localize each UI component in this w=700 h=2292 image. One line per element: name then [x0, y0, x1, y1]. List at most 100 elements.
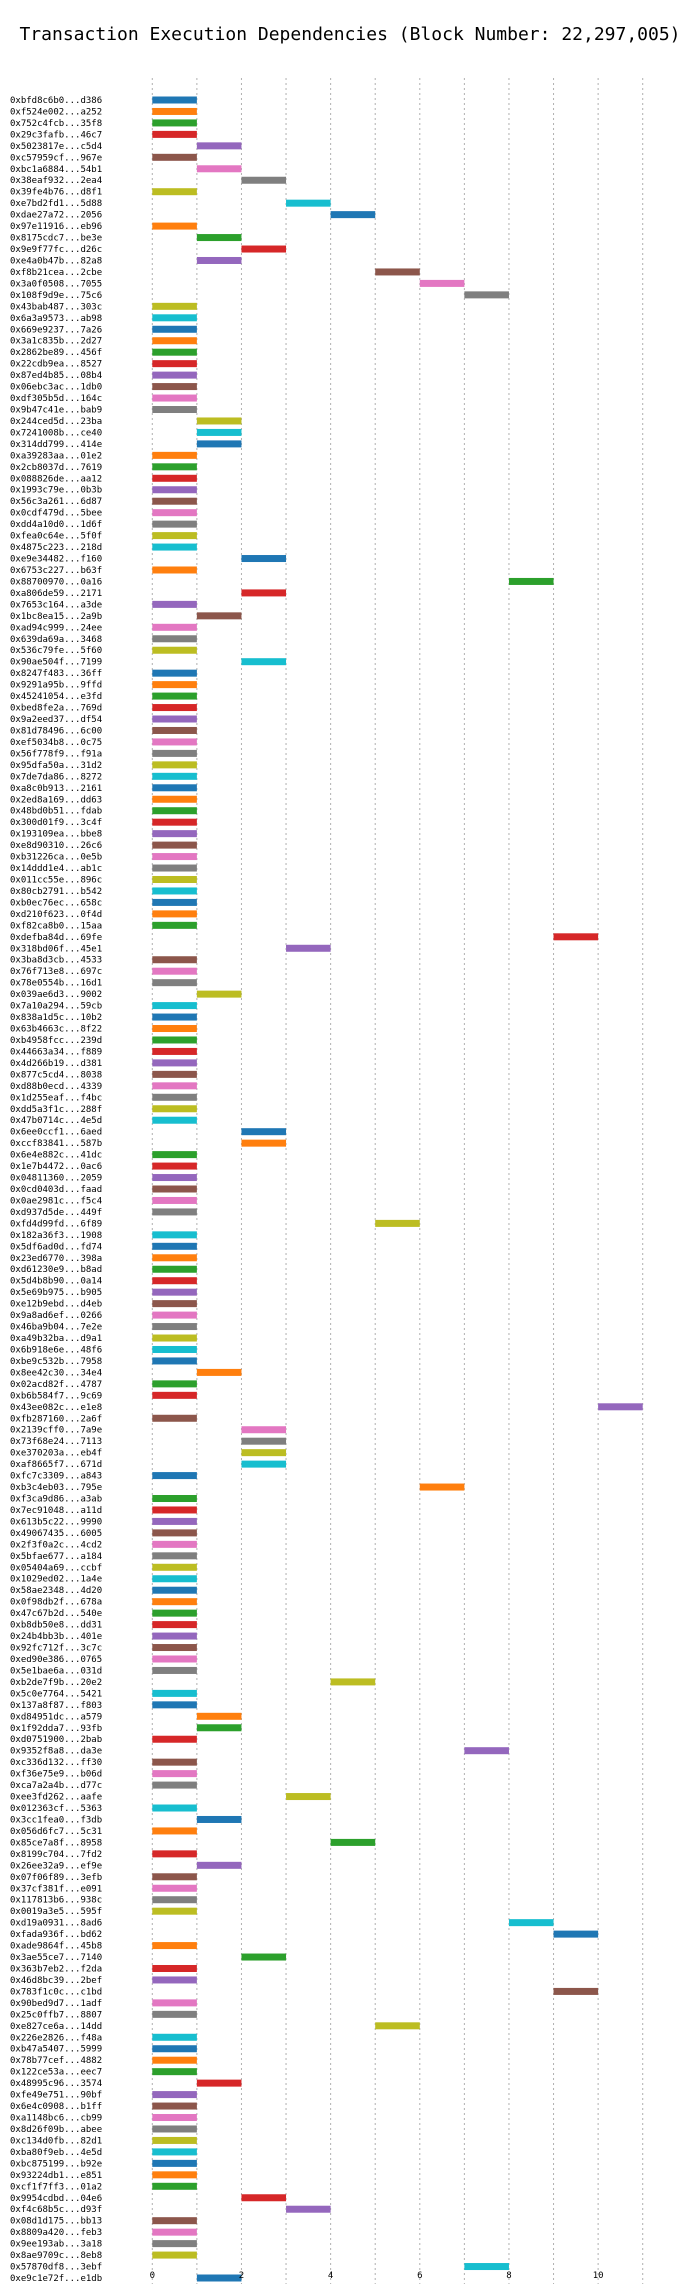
y-tick-label: 0xbe9c532b...7958: [10, 1357, 102, 1367]
y-tick-label: 0x56c3a261...6d87: [10, 497, 102, 507]
y-tick-label: 0x2cb8037d...7619: [10, 463, 102, 473]
y-tick-label: 0x97e11916...eb96: [10, 222, 102, 232]
bar: [152, 1070, 197, 1078]
y-tick-label: 0x8247f483...36ff: [10, 669, 102, 679]
y-tick-label: 0x47c67b2d...540e: [10, 1609, 102, 1619]
bar: [152, 841, 197, 849]
bar: [152, 1552, 197, 1560]
y-tick-label: 0x012363cf...5363: [10, 1804, 102, 1814]
bar: [152, 1265, 197, 1273]
bar: [286, 1793, 331, 1801]
y-tick-label: 0x49067435...6005: [10, 1529, 102, 1539]
y-tick-label: 0xd0751900...2bab: [10, 1735, 102, 1745]
y-tick-label: 0xfb287160...2a6f: [10, 1414, 102, 1424]
bar: [152, 325, 197, 333]
bar: [375, 268, 420, 276]
y-tick-label: 0x9b47c41e...bab9: [10, 406, 102, 416]
bar: [152, 784, 197, 792]
bar: [152, 1013, 197, 1021]
bar: [152, 406, 197, 414]
bar: [196, 2274, 242, 2282]
y-tick-label: 0x8ae9709c...8eb8: [10, 2251, 102, 2261]
y-tick-label: 0xb0ec76ec...658c: [10, 898, 102, 908]
y-tick-label: 0xe12b9ebd...d4eb: [10, 1300, 102, 1310]
bar: [152, 1896, 197, 1904]
bar: [152, 1644, 197, 1652]
bar: [241, 1953, 287, 1961]
bar: [152, 1689, 197, 1697]
bar: [152, 1300, 197, 1308]
bar: [152, 520, 197, 528]
y-tick-label: 0xe827ce6a...14dd: [10, 2022, 102, 2032]
y-tick-label: 0x011cc55e...896c: [10, 875, 102, 885]
y-tick-label: 0x0f98db2f...678a: [10, 1598, 102, 1608]
y-tick-label: 0xb4958fcc...239d: [10, 1036, 102, 1046]
y-tick-label: 0xfada936f...bd62: [10, 1930, 102, 1940]
y-tick-label: 0x8809a420...feb3: [10, 2228, 102, 2238]
bar: [196, 1861, 242, 1869]
y-tick-label: 0x22cdb9ea...8527: [10, 360, 102, 370]
y-tick-label: 0x639da69a...3468: [10, 635, 102, 645]
bar: [152, 1827, 197, 1835]
bar: [152, 1632, 197, 1640]
y-tick-label: 0xe9c1e72f...e1db: [10, 2274, 102, 2284]
y-tick-label: 0x85ce7a8f...8958: [10, 1838, 102, 1848]
bar: [152, 761, 197, 769]
bar: [152, 887, 197, 895]
y-tick-label: 0x02acd82f...4787: [10, 1380, 102, 1390]
bar: [152, 853, 197, 861]
y-tick-label: 0xd61230e9...b8ad: [10, 1265, 102, 1275]
bar: [196, 256, 242, 264]
bar: [464, 1747, 509, 1755]
bar: [241, 1460, 287, 1468]
y-tick-label: 0x56f778f9...f91a: [10, 749, 102, 759]
y-tick-label: 0xd19a0931...8ad6: [10, 1919, 102, 1929]
y-tick-label: 0xade9864f...45b8: [10, 1942, 102, 1952]
bar: [152, 451, 197, 459]
bar: [464, 291, 509, 299]
bar: [152, 1025, 197, 1033]
bar: [152, 1666, 197, 1674]
y-tick-label: 0x81d78496...6c00: [10, 726, 102, 736]
y-tick-label: 0x669e9237...7a26: [10, 325, 102, 335]
bar: [196, 1712, 242, 1720]
y-tick-label: 0x43bab487...303c: [10, 302, 102, 312]
y-tick-label: 0x78e0554b...16d1: [10, 979, 102, 989]
y-tick-label: 0x6753c227...b63f: [10, 566, 102, 576]
y-tick-label: 0x318bd06f...45e1: [10, 944, 102, 954]
bar: [152, 681, 197, 689]
bar: [152, 600, 197, 608]
bar: [152, 497, 197, 505]
y-tick-label: 0x363b7eb2...f2da: [10, 1964, 102, 1974]
bar: [152, 1311, 197, 1319]
y-tick-label: 0x9ee193ab...3a18: [10, 2240, 102, 2250]
y-tick-label: 0xa49b32ba...d9a1: [10, 1334, 102, 1344]
bar: [152, 2228, 197, 2236]
y-tick-label: 0xe4a0b47b...82a8: [10, 256, 102, 266]
bar: [152, 222, 197, 230]
y-tick-label: 0x26ee32a9...ef9e: [10, 1861, 102, 1871]
bar: [152, 1334, 197, 1342]
y-tick-label: 0x5bfae677...a184: [10, 1552, 102, 1562]
y-tick-label: 0xf4c68b5c...d93f: [10, 2205, 102, 2215]
y-tick-label: 0x1e7b4472...0ac6: [10, 1162, 102, 1172]
bar: [152, 1540, 197, 1548]
y-tick-label: 0x06ebc3ac...1db0: [10, 383, 102, 393]
y-tick-label: 0x6e4e882c...41dc: [10, 1151, 102, 1161]
bar: [152, 2033, 197, 2041]
y-tick-label: 0x3ba8d3cb...4533: [10, 956, 102, 966]
y-tick-label: 0x88700970...0a16: [10, 577, 102, 587]
y-tick-label: 0x93224db1...e851: [10, 2171, 102, 2181]
bar: [152, 1357, 197, 1365]
y-tick-label: 0xba80f9eb...4e5d: [10, 2148, 102, 2158]
bar: [152, 2251, 197, 2259]
y-tick-label: 0x05404a69...ccbf: [10, 1563, 102, 1573]
y-tick-label: 0x45241054...e3fd: [10, 692, 102, 702]
bar: [196, 2079, 242, 2087]
bar: [553, 933, 599, 941]
y-tick-label: 0xbed8fe2a...769d: [10, 704, 102, 714]
x-tick-label: 2: [239, 2271, 244, 2281]
bar: [330, 211, 376, 219]
y-tick-label: 0xa8c0b913...2161: [10, 784, 102, 794]
y-tick-label: 0xfd4d99fd...6f89: [10, 1219, 102, 1229]
